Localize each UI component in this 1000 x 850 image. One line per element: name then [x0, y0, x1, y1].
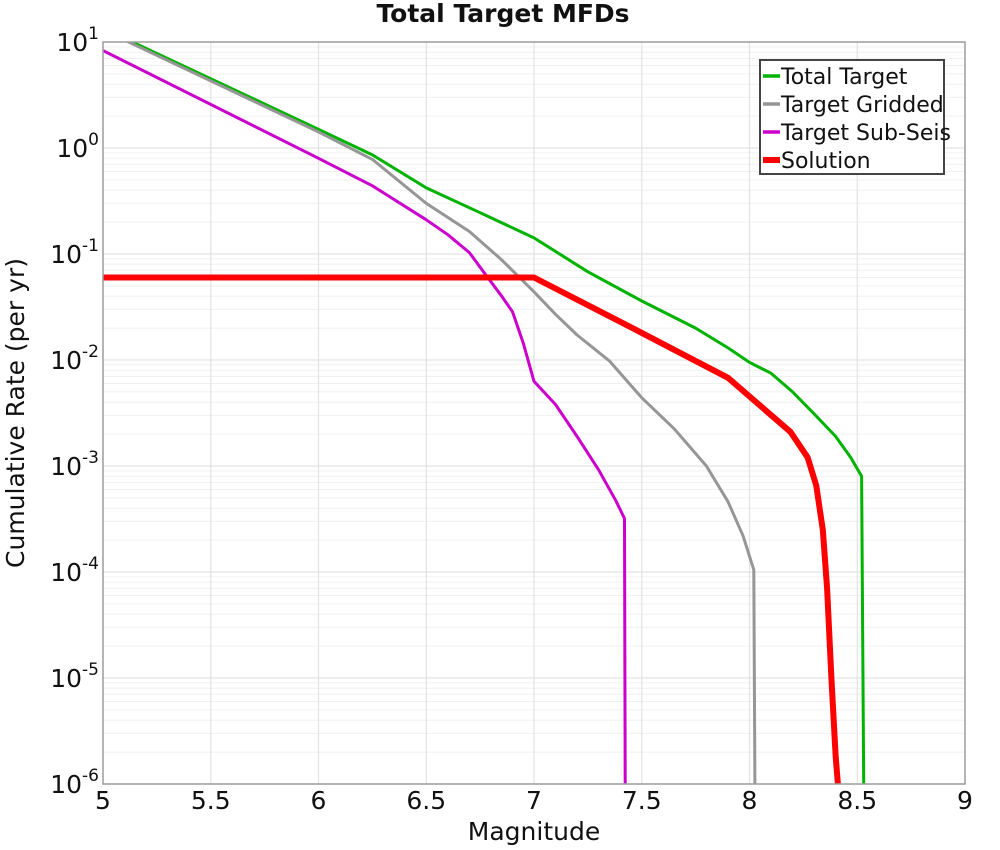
legend-item: Target Gridded: [763, 93, 944, 118]
series-layer: [103, 42, 866, 784]
legend-label: Total Target: [780, 65, 908, 90]
x-tick-label: 8.5: [837, 786, 877, 815]
legend-label: Solution: [781, 149, 871, 174]
legend-item: Solution: [763, 149, 871, 174]
y-axis-label: Cumulative Rate (per yr): [1, 258, 30, 568]
legend: Total Target Target Gridded Target Sub-Sei…: [759, 59, 951, 175]
series-line-target-gridded: [125, 42, 757, 784]
plot-area-border: [102, 41, 966, 785]
x-axis-label: Magnitude: [468, 817, 600, 846]
x-tick-label: 5: [95, 786, 111, 815]
x-tick-label: 7.5: [622, 786, 662, 815]
x-tick-label: 5.5: [191, 786, 231, 815]
series-line-solution: [103, 274, 841, 784]
legend-item: Target Sub-Seis: [763, 121, 951, 146]
x-tick-label: 9: [957, 786, 973, 815]
x-tick-label: 6: [311, 786, 327, 815]
y-tick-label: 10-2: [50, 342, 99, 375]
series-line-total-target: [128, 42, 866, 784]
x-tick-label: 6.5: [406, 786, 446, 815]
x-tick-label: 8: [742, 786, 758, 815]
y-tick-label: 10-6: [50, 766, 99, 799]
y-tick-label: 10-1: [50, 236, 99, 269]
y-tick-label: 101: [56, 24, 99, 57]
chart-title: Total Target MFDs: [376, 0, 629, 28]
x-tick-label: 7: [526, 786, 542, 815]
y-tick-label: 10-5: [50, 660, 99, 693]
legend-box: [759, 59, 945, 175]
legend-label: Target Sub-Seis: [780, 121, 951, 146]
y-tick-label: 10-3: [50, 448, 99, 481]
legend-item: Total Target: [763, 65, 908, 90]
series-line-target-sub-seis: [103, 49, 627, 784]
y-tick-label: 10-4: [50, 554, 99, 587]
y-tick-label: 100: [56, 130, 99, 163]
legend-label: Target Gridded: [780, 93, 944, 118]
ticks-layer: 5 5.5 6 6.5 7 7.5 8 8.5 9 101 100 10-1 10-2 10-3 10-4 1…: [50, 24, 973, 815]
